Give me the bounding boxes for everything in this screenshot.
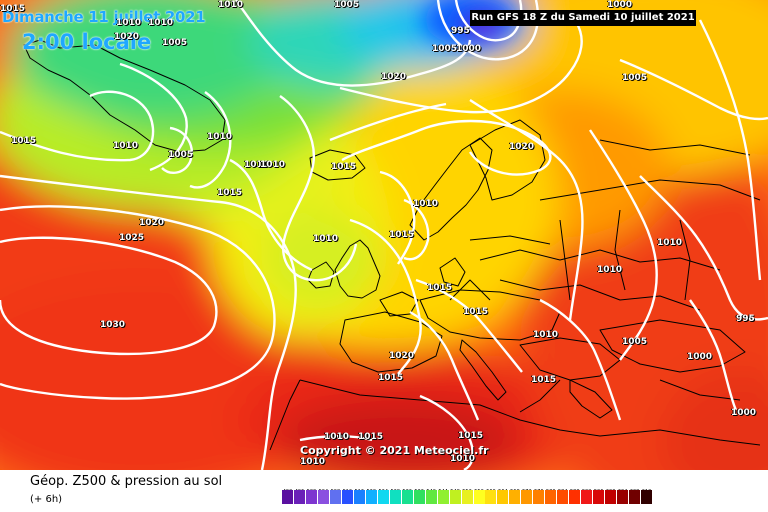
isobar-label: 1010: [207, 132, 233, 142]
isobar-label: 1000: [731, 408, 757, 418]
legend-color-swatch: [401, 490, 413, 504]
isobar-label: 1020: [139, 218, 165, 228]
legend-color-swatch: [533, 490, 545, 504]
isobar-label: 1015: [11, 136, 37, 146]
legend-color-swatch: [293, 490, 305, 504]
isobar-label: 1005: [432, 44, 458, 54]
legend-color-swatch: [341, 490, 353, 504]
isobar-label: 1025: [119, 233, 145, 243]
isobar-label: 1015: [0, 4, 26, 14]
legend-color-swatch: [593, 490, 605, 504]
isobars: [0, 0, 768, 470]
legend-color-swatch: [629, 490, 641, 504]
legend-color-swatch: [473, 490, 485, 504]
isobar-label: 1005: [168, 150, 194, 160]
isobar-label: 1010: [300, 457, 326, 467]
legend-color-swatch: [425, 490, 437, 504]
isobar-label: 1015: [358, 432, 384, 442]
legend-color-swatch: [485, 490, 497, 504]
legend-color-swatch: [605, 490, 617, 504]
isobar-label: 1010: [244, 160, 270, 170]
isobar-label: 1010: [218, 0, 244, 10]
isobar-label: 1005: [162, 38, 188, 48]
isobar-label: 1005: [622, 73, 648, 83]
isobar-label: 1000: [607, 0, 633, 10]
isobar-label: 1010: [116, 18, 142, 28]
model-run-info: Run GFS 18 Z du Samedi 10 juillet 2021: [470, 10, 696, 26]
isobar-label: 1000: [687, 352, 713, 362]
forecast-local-time: 2:00 locale: [22, 30, 152, 54]
isobar-label: 1015: [458, 431, 484, 441]
legend-color-swatch: [617, 490, 629, 504]
isobar-label: 1015: [331, 162, 357, 172]
legend-color-swatch: [413, 490, 425, 504]
isobar-label: 1010: [657, 238, 683, 248]
legend-color-swatch: [497, 490, 509, 504]
legend-color-swatch: [437, 490, 449, 504]
color-scale-labels: 4924965005045085125165205245285325365405…: [282, 478, 653, 495]
isobar-label: 1010: [324, 432, 350, 442]
isobar-label: 1010: [148, 18, 174, 28]
isobar-label: 1015: [463, 307, 489, 317]
legend-color-swatch: [282, 490, 293, 504]
legend-color-swatch: [377, 490, 389, 504]
isobar-label: 1005: [334, 0, 360, 10]
legend-color-swatch: [569, 490, 581, 504]
isobar-label: 1015: [389, 230, 415, 240]
legend-color-swatch: [641, 490, 653, 504]
forecast-step: (+ 6h): [30, 494, 63, 505]
legend-color-swatch: [509, 490, 521, 504]
legend-color-swatch: [581, 490, 593, 504]
isobar-label: 995: [736, 314, 755, 324]
isobar-label: 1015: [378, 373, 404, 383]
legend-color-swatch: [557, 490, 569, 504]
legend-color-swatch: [305, 490, 317, 504]
legend-color-swatch: [317, 490, 329, 504]
isobar-label: 1015: [217, 188, 243, 198]
isobar-label: 1010: [413, 199, 439, 209]
map-footer: Géop. Z500 & pression au sol (+ 6h) 4924…: [0, 470, 768, 512]
coastlines: [23, 39, 761, 451]
isobar-label: 1010: [113, 141, 139, 151]
isobar-label: 1005: [622, 337, 648, 347]
forecast-date: Dimanche 11 juillet 2021: [2, 8, 206, 26]
legend-color-swatch: [449, 490, 461, 504]
isobar-label: 1015: [427, 283, 453, 293]
isobar-label: 1010: [533, 330, 559, 340]
isobar-label: 1020: [114, 32, 140, 42]
legend-color-swatch: [389, 490, 401, 504]
isobar-label: 1030: [100, 320, 126, 330]
legend-color-swatch: [353, 490, 365, 504]
isobar-label: 1010: [313, 234, 339, 244]
legend-color-swatch: [329, 490, 341, 504]
isobar-label: 1020: [389, 351, 415, 361]
legend-color-swatch: [521, 490, 533, 504]
copyright-notice: Copyright © 2021 Meteociel.fr: [300, 444, 489, 457]
isobar-label: 1020: [381, 72, 407, 82]
color-scale-bar: [282, 490, 653, 504]
parameter-title: Géop. Z500 & pression au sol: [30, 474, 223, 489]
isobar-label: 1015: [531, 375, 557, 385]
isobar-label: 1020: [509, 142, 535, 152]
isobar-label: 1010: [260, 160, 286, 170]
isobar-label: 1000: [456, 44, 482, 54]
isobar-label: 1010: [450, 454, 476, 464]
isobar-label: 1010: [597, 265, 623, 275]
legend-color-swatch: [461, 490, 473, 504]
legend-color-swatch: [545, 490, 557, 504]
isobar-label: 995: [451, 26, 470, 36]
legend-color-swatch: [365, 490, 377, 504]
